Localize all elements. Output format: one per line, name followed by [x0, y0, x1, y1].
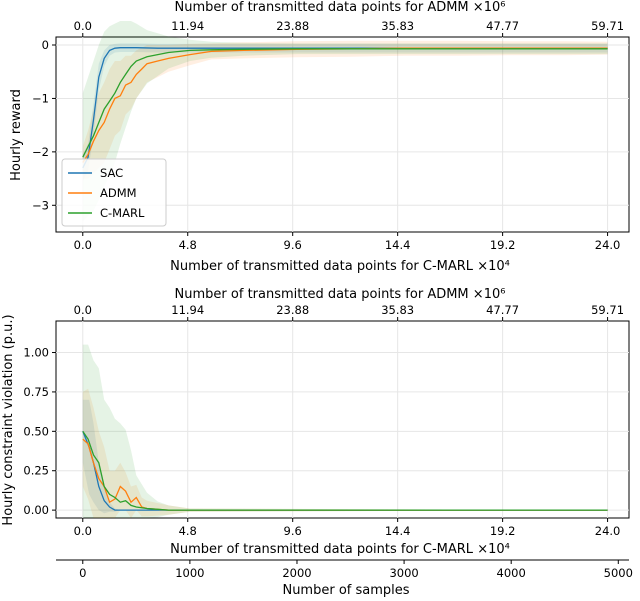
reward-top-xlabel: Number of transmitted data points for AD…: [175, 0, 506, 15]
reward-xtick-label: 24.0: [595, 238, 621, 252]
legend-box: [61, 158, 167, 227]
violation-line-admm: [82, 438, 608, 511]
violation-band-sac: [82, 399, 608, 514]
violation-plot-frame: [55, 320, 630, 519]
legend-label-sac: SAC: [100, 166, 123, 180]
samples-xtick-label: 0: [79, 566, 86, 580]
violation-line-c-marl: [82, 430, 608, 511]
violation-top-xtick-label: 59.71: [591, 303, 624, 317]
violation-top-xtick-label: 47.77: [486, 303, 519, 317]
violation-lines: [82, 430, 608, 511]
violation-xlabel: Number of transmitted data points for C-…: [170, 542, 510, 557]
samples-xtick-label: 2000: [282, 566, 311, 580]
violation-ytick-label: 0.75: [23, 385, 49, 399]
reward-line-c-marl: [82, 48, 608, 158]
samples-xtick-label: 3000: [389, 566, 418, 580]
reward-xlabel: Number of transmitted data points for C-…: [170, 259, 510, 274]
reward-lines: [82, 47, 608, 169]
reward-top-xtick-label: 23.88: [276, 19, 309, 33]
violation-xtick-label: 0.0: [74, 524, 92, 538]
violation-xtick-label: 4.8: [179, 524, 197, 538]
violation-band-c-marl: [82, 344, 608, 518]
reward-xtick-label: 0.0: [74, 238, 92, 252]
reward-xtick-label: 14.4: [385, 238, 411, 252]
reward-bands: [82, 21, 608, 222]
violation-band-admm: [82, 388, 608, 518]
violation-top-xlabel: Number of transmitted data points for AD…: [175, 287, 506, 302]
reward-ytick-label: −3: [32, 198, 49, 212]
violation-ytick-label: 0.00: [23, 503, 49, 517]
reward-top-xticks: 0.0 11.94 23.88 35.83 47.77 59.71: [74, 19, 624, 37]
violation-ytick-label: 1.00: [23, 346, 49, 360]
violation-xticks: 0.0 4.8 9.6 14.4 19.2 24.0: [74, 518, 621, 538]
reward-plot-frame: [55, 36, 630, 233]
violation-xtick-label: 19.2: [490, 524, 516, 538]
reward-xticks: 0.0 4.8 9.6 14.4 19.2 24.0: [74, 232, 621, 252]
reward-band-c-marl: [82, 21, 608, 222]
violation-ytick-label: 0.50: [23, 424, 49, 438]
legend-label-c-marl: C-MARL: [100, 206, 145, 220]
reward-xtick-label: 19.2: [490, 238, 516, 252]
violation-top-xtick-label: 0.0: [74, 303, 92, 317]
reward-yticks: 0 −1 −2 −3: [32, 38, 56, 212]
reward-xtick-label: 4.8: [179, 238, 197, 252]
violation-ytick-label: 0.25: [23, 464, 49, 478]
reward-band-admm: [82, 40, 608, 179]
violation-bands: [82, 344, 608, 518]
reward-ytick-label: −2: [32, 145, 49, 159]
reward-top-xtick-label: 47.77: [486, 19, 519, 33]
reward-panel: Number of transmitted data points for AD…: [9, 0, 630, 274]
samples-xtick-label: 4000: [497, 566, 526, 580]
reward-top-xtick-label: 0.0: [74, 19, 92, 33]
reward-ytick-label: 0: [42, 38, 49, 52]
reward-xtick-label: 9.6: [284, 238, 302, 252]
violation-top-xtick-label: 35.83: [381, 303, 414, 317]
samples-xtick-label: 1000: [175, 566, 204, 580]
violation-top-xticks: 0.0 11.94 23.88 35.83 47.77 59.71: [74, 303, 624, 321]
violation-ylabel: Hourly constraint violation (p.u.): [1, 314, 16, 525]
reward-top-xtick-label: 11.94: [171, 19, 204, 33]
reward-top-xtick-label: 59.71: [591, 19, 624, 33]
legend: SAC ADMM C-MARL: [61, 158, 167, 227]
samples-xticks: 0 1000 2000 3000 4000 5000: [79, 560, 633, 580]
legend-label-admm: ADMM: [100, 186, 137, 200]
violation-xtick-label: 14.4: [385, 524, 411, 538]
violation-xtick-label: 9.6: [284, 524, 302, 538]
violation-xtick-label: 24.0: [595, 524, 621, 538]
samples-xlabel: Number of samples: [282, 583, 409, 598]
violation-panel: Number of transmitted data points for AD…: [1, 287, 633, 598]
samples-xtick-label: 5000: [604, 566, 633, 580]
violation-yticks: 0.00 0.25 0.50 0.75 1.00: [23, 346, 56, 517]
reward-ytick-label: −1: [32, 91, 49, 105]
violation-top-xtick-label: 23.88: [276, 303, 309, 317]
reward-ylabel: Hourly reward: [9, 89, 24, 181]
reward-top-xtick-label: 35.83: [381, 19, 414, 33]
violation-top-xtick-label: 11.94: [171, 303, 204, 317]
